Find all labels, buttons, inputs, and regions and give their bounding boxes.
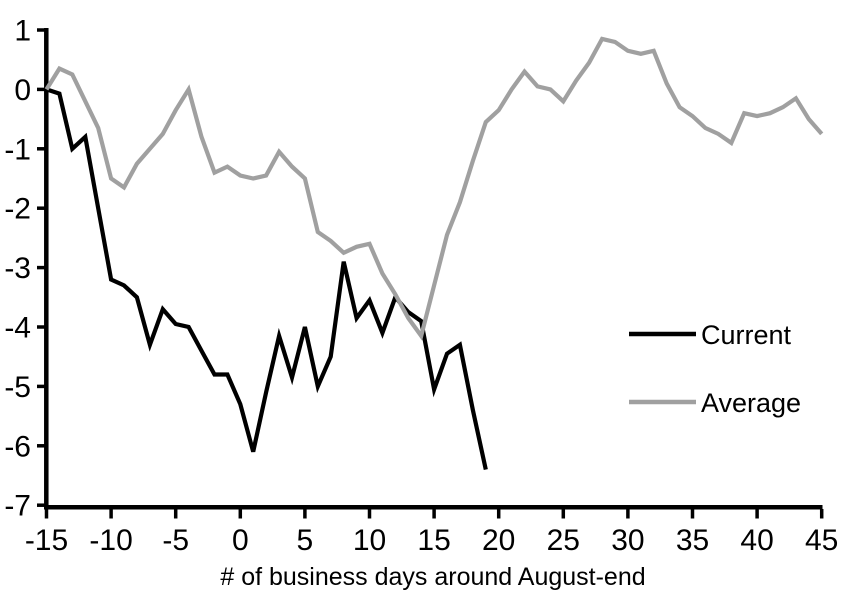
x-tick-label: 5 bbox=[297, 524, 314, 557]
y-tick-label: -2 bbox=[4, 193, 31, 226]
series-lines bbox=[44, 36, 824, 471]
x-tick-label: -5 bbox=[162, 524, 189, 557]
y-tick-label: -4 bbox=[4, 312, 31, 345]
y-tick-label: 1 bbox=[14, 15, 31, 48]
y-tick-label: -5 bbox=[4, 371, 31, 404]
x-tick-label: -10 bbox=[89, 524, 132, 557]
x-tick-label: 45 bbox=[805, 524, 838, 557]
legend-label-average: Average bbox=[701, 388, 801, 418]
legend: Current Average bbox=[629, 320, 801, 418]
series-line-current bbox=[45, 87, 488, 471]
x-tick-label: 35 bbox=[676, 524, 709, 557]
y-tick-label: -1 bbox=[4, 133, 31, 166]
x-tick-label: 15 bbox=[417, 524, 450, 557]
x-tick-label: 30 bbox=[611, 524, 644, 557]
y-tick-label: 0 bbox=[14, 74, 31, 107]
axes: 10-1-2-3-4-5-6-7-15 -10 -5 0 5 10 15 20 25 30 35 40… bbox=[4, 15, 838, 558]
y-tick-label: -7 bbox=[4, 490, 31, 523]
x-tick-label: 25 bbox=[547, 524, 580, 557]
y-tick-label: -6 bbox=[4, 430, 31, 463]
x-tick-label: 10 bbox=[353, 524, 386, 557]
x-tick-label: 20 bbox=[482, 524, 515, 557]
x-axis-title: # of business days around August-end bbox=[220, 563, 645, 591]
y-tick-label: -3 bbox=[4, 252, 31, 285]
series-line-average bbox=[44, 36, 824, 341]
x-tick-label: 40 bbox=[740, 524, 773, 557]
x-tick-label: -15 bbox=[25, 524, 68, 557]
x-tick-label: 0 bbox=[232, 524, 249, 557]
legend-label-current: Current bbox=[701, 320, 792, 350]
